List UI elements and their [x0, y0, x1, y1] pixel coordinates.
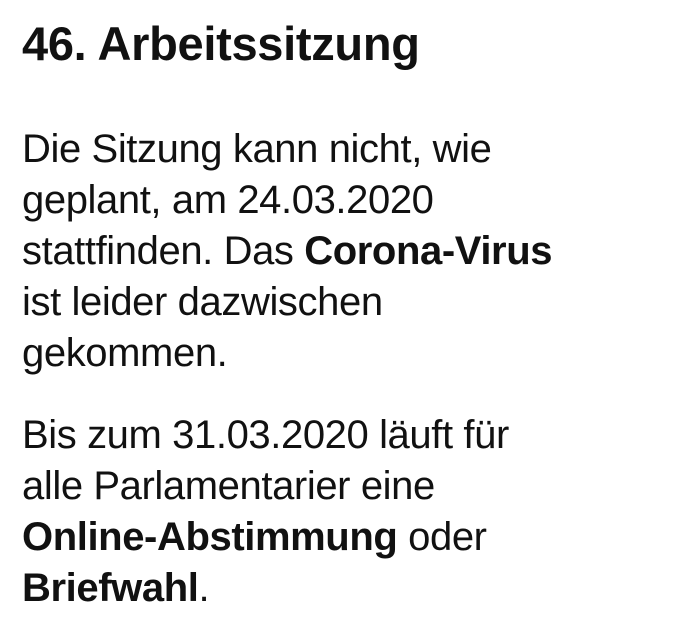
text-line: stattfinden. Das Corona-Virus	[22, 226, 552, 277]
emphasis-online-abstimmung: Online-Abstimmung	[22, 515, 398, 559]
voting-paragraph: Bis zum 31.03.2020 läuft für alle Parlam…	[22, 410, 509, 614]
text-line: gekommen.	[22, 331, 228, 375]
text-line: alle Parlamentarier eine	[22, 464, 435, 508]
text-line: Online-Abstimmung oder	[22, 512, 509, 563]
text-line: geplant, am 24.03.2020	[22, 178, 434, 222]
text-line: ist leider dazwischen	[22, 280, 383, 324]
page-title: 46. Arbeitssitzung	[22, 17, 420, 70]
text-line: Die Sitzung kann nicht, wie	[22, 127, 492, 171]
text-segment: oder	[397, 515, 487, 559]
emphasis-corona-virus: Corona-Virus	[304, 229, 553, 273]
text-segment: stattfinden. Das	[22, 229, 305, 273]
emphasis-briefwahl: Briefwahl	[22, 566, 199, 610]
cancellation-paragraph: Die Sitzung kann nicht, wie geplant, am …	[22, 124, 552, 379]
text-line: Briefwahl.	[22, 563, 509, 614]
text-line: Bis zum 31.03.2020 läuft für	[22, 413, 509, 457]
text-segment: .	[198, 566, 210, 610]
